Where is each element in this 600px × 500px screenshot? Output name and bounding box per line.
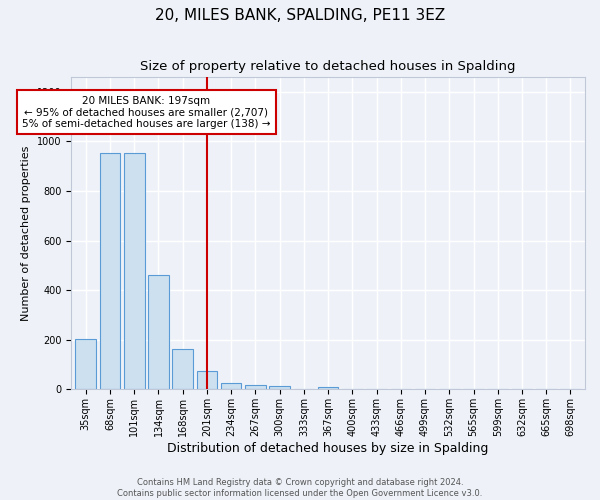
Bar [197,371,217,390]
Bar [100,154,121,390]
Y-axis label: Number of detached properties: Number of detached properties [22,146,31,321]
Bar [148,275,169,390]
X-axis label: Distribution of detached houses by size in Spalding: Distribution of detached houses by size … [167,442,489,455]
Bar [269,386,290,390]
Text: Contains HM Land Registry data © Crown copyright and database right 2024.
Contai: Contains HM Land Registry data © Crown c… [118,478,482,498]
Text: 20 MILES BANK: 197sqm
← 95% of detached houses are smaller (2,707)
5% of semi-de: 20 MILES BANK: 197sqm ← 95% of detached … [22,96,271,128]
Bar [124,154,145,390]
Title: Size of property relative to detached houses in Spalding: Size of property relative to detached ho… [140,60,516,73]
Bar [221,382,241,390]
Bar [318,387,338,390]
Bar [76,340,96,390]
Bar [245,385,266,390]
Bar [172,349,193,390]
Text: 20, MILES BANK, SPALDING, PE11 3EZ: 20, MILES BANK, SPALDING, PE11 3EZ [155,8,445,22]
